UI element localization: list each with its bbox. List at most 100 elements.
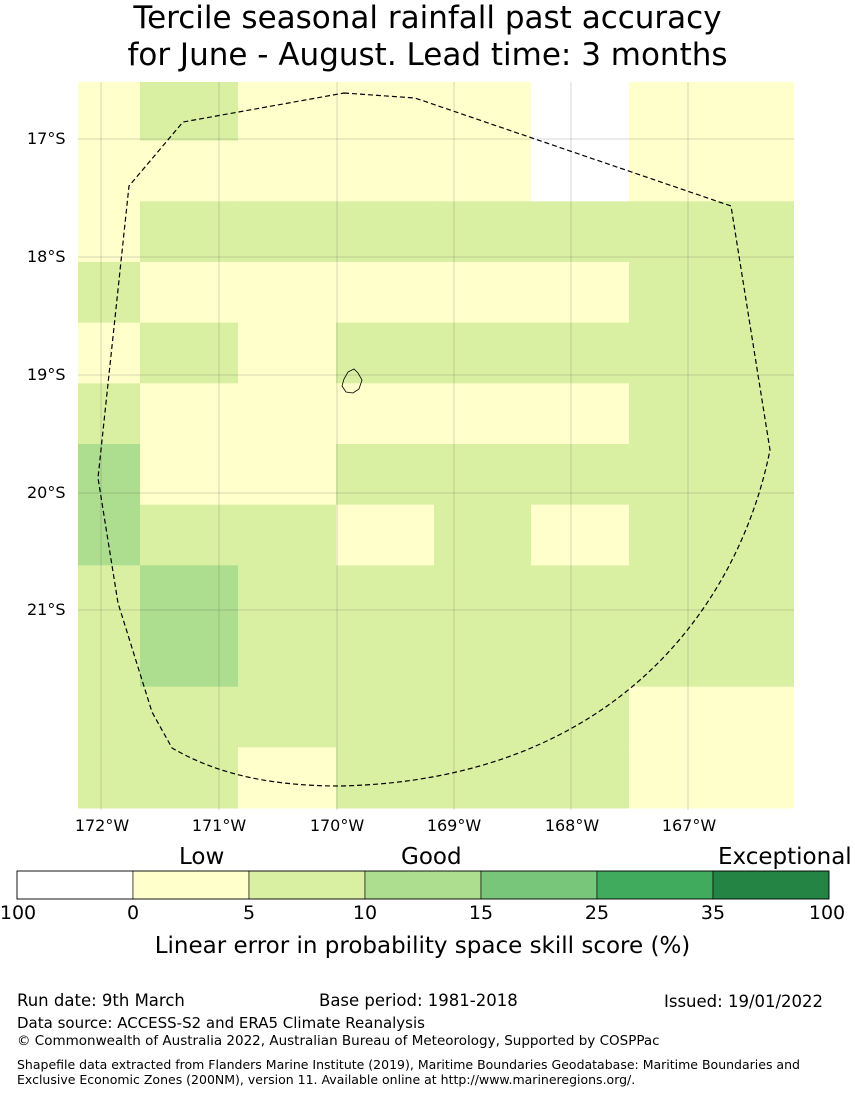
skill-cell <box>629 383 728 445</box>
skill-cell <box>140 201 239 263</box>
skill-cell <box>629 686 728 748</box>
skill-cell <box>434 82 532 142</box>
lon-label-167w: 167°W <box>661 816 717 835</box>
colorbar <box>16 870 830 900</box>
skill-cell <box>629 82 728 142</box>
skill-cell <box>336 140 435 202</box>
skill-cell <box>434 201 532 263</box>
skill-cell <box>434 504 532 566</box>
skill-cell <box>238 686 337 748</box>
skill-cell <box>727 444 794 506</box>
copyright: © Commonwealth of Australia 2022, Austra… <box>17 1033 660 1049</box>
colorbar-tick: 10 <box>352 902 378 924</box>
skill-cell <box>238 262 337 324</box>
skill-cell <box>794 323 795 384</box>
skill-cell <box>78 626 141 688</box>
skill-cell <box>531 383 630 445</box>
skill-cell <box>629 322 728 384</box>
skill-cell <box>140 262 239 324</box>
skill-cell <box>238 383 337 445</box>
shapefile-credit: Shapefile data extracted from Flanders M… <box>17 1057 800 1087</box>
skill-cell <box>140 140 239 202</box>
skill-cell <box>238 201 337 263</box>
skill-cell <box>531 322 630 384</box>
skill-cell <box>238 565 337 627</box>
skill-cell <box>727 262 794 324</box>
skill-cell <box>336 322 435 384</box>
skill-cell <box>336 686 435 748</box>
skill-cell <box>531 504 630 566</box>
skill-cell <box>794 383 795 444</box>
lon-label-170w: 170°W <box>309 816 365 835</box>
skill-cell <box>531 565 630 627</box>
skill-cell <box>140 383 239 445</box>
skill-cell <box>78 565 141 627</box>
colorbar-swatch <box>364 870 482 900</box>
skill-cell <box>78 383 141 445</box>
skill-cell <box>629 140 728 202</box>
category-low: Low <box>179 844 225 870</box>
skill-cell <box>238 322 337 384</box>
skill-cell <box>336 444 435 506</box>
skill-cell <box>78 262 141 324</box>
skill-cell <box>78 686 141 748</box>
skill-cell <box>140 626 239 688</box>
lon-label-171w: 171°W <box>191 816 247 835</box>
skill-cell <box>238 504 337 566</box>
skill-cell <box>140 82 239 142</box>
skill-cell <box>434 626 532 688</box>
skill-cell <box>531 626 630 688</box>
skill-cell <box>434 140 532 202</box>
colorbar-label: Linear error in probability space skill … <box>154 933 691 959</box>
skill-cell <box>727 201 794 263</box>
colorbar-swatch <box>712 870 830 900</box>
skill-cell <box>434 322 532 384</box>
category-good: Good <box>401 844 462 870</box>
lon-label-168w: 168°W <box>544 816 600 835</box>
skill-cell <box>531 686 630 748</box>
skill-cell <box>78 82 141 142</box>
base-period: Base period: 1981-2018 <box>319 991 518 1010</box>
skill-cell <box>629 262 728 324</box>
skill-cell <box>434 686 532 748</box>
skill-cell <box>434 262 532 324</box>
colorbar-swatch <box>248 870 366 900</box>
colorbar-tick: 25 <box>584 902 610 924</box>
category-exceptional: Exceptional <box>718 844 852 870</box>
skill-cell <box>727 565 794 627</box>
skill-cell <box>629 504 728 566</box>
skill-cell <box>336 262 435 324</box>
skill-cell <box>140 322 239 384</box>
skill-cell <box>727 82 794 142</box>
skill-cell <box>434 444 532 506</box>
skill-cell <box>78 444 141 506</box>
colorbar-tick: 35 <box>700 902 726 924</box>
lat-label-19s: 19°S <box>27 365 66 384</box>
skill-cell <box>336 626 435 688</box>
skill-cell <box>238 444 337 506</box>
skill-cell <box>794 201 795 262</box>
run-date: Run date: 9th March <box>17 991 185 1010</box>
title-line-2: for June - August. Lead time: 3 months <box>127 37 728 73</box>
colorbar-tick: 0 <box>126 902 140 924</box>
lon-label-172w: 172°W <box>74 816 130 835</box>
skill-cell <box>434 747 532 809</box>
skill-cell <box>78 747 141 809</box>
skill-cell <box>336 201 435 263</box>
skill-cell <box>336 82 435 142</box>
map-title: Tercile seasonal rainfall past accuracy … <box>0 0 855 74</box>
colorbar-swatch <box>596 870 714 900</box>
skill-cell <box>336 383 435 445</box>
data-source: Data source: ACCESS-S2 and ERA5 Climate … <box>17 1014 425 1032</box>
skill-cell <box>140 504 239 566</box>
colorbar-tick: 5 <box>242 902 256 924</box>
colorbar-tick: 15 <box>468 902 494 924</box>
skill-cell <box>78 140 141 202</box>
skill-grid <box>78 82 795 809</box>
skill-cell <box>629 565 728 627</box>
skill-cell <box>78 201 141 263</box>
skill-cell <box>629 201 728 263</box>
eez-boundary <box>97 92 771 787</box>
skill-cell <box>531 201 630 263</box>
skill-cell <box>531 262 630 324</box>
